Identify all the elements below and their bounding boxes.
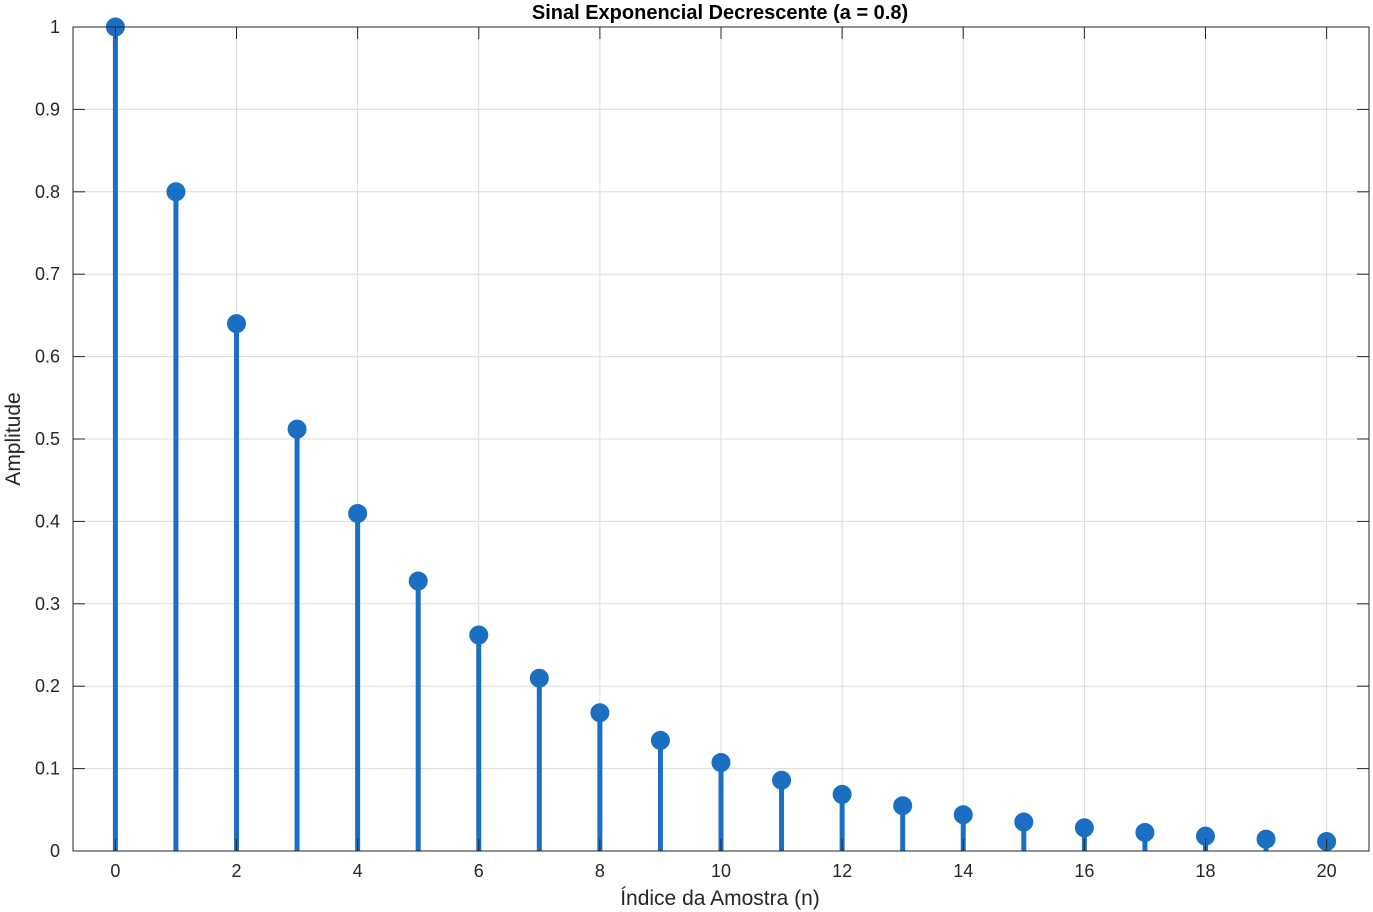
stem-marker bbox=[832, 784, 852, 804]
axis-ticks bbox=[73, 26, 1369, 852]
stem-marker bbox=[953, 805, 973, 825]
x-tick-label: 6 bbox=[474, 861, 484, 881]
stem-marker bbox=[590, 703, 610, 723]
stem-marker bbox=[772, 770, 792, 790]
x-tick-label: 16 bbox=[1074, 861, 1094, 881]
y-tick-label: 0.1 bbox=[35, 759, 60, 779]
x-tick-label: 4 bbox=[353, 861, 363, 881]
x-axis-label: Índice da Amostra (n) bbox=[620, 887, 820, 910]
x-tick-label: 8 bbox=[595, 861, 605, 881]
y-tick-label: 0.5 bbox=[35, 429, 60, 449]
stem-marker bbox=[1014, 812, 1034, 832]
y-tick-label: 0.8 bbox=[35, 182, 60, 202]
y-tick-label: 0.4 bbox=[35, 511, 60, 531]
stem-marker bbox=[287, 419, 307, 439]
x-tick-label: 14 bbox=[953, 861, 973, 881]
y-tick-labels: 0 0.1 0.2 0.3 0.4 0.5 0.6 0.7 0.8 0.9 1 bbox=[35, 17, 60, 861]
stem-marker bbox=[893, 796, 913, 816]
stem-marker bbox=[1135, 822, 1155, 842]
stem-marker bbox=[469, 625, 489, 645]
x-tick-labels: 0 2 4 6 8 10 12 14 16 18 20 bbox=[110, 861, 1336, 881]
grid-lines bbox=[73, 26, 1369, 852]
chart-title: Sinal Exponencial Decrescente (a = 0.8) bbox=[532, 2, 908, 24]
x-tick-label: 10 bbox=[711, 861, 731, 881]
y-axis-label: Amplitude bbox=[2, 392, 25, 485]
stem-marker bbox=[1256, 829, 1276, 849]
stem-marker bbox=[408, 571, 428, 591]
stem-marker bbox=[711, 753, 731, 773]
y-tick-label: 0.6 bbox=[35, 347, 60, 367]
stem-marker bbox=[348, 503, 368, 523]
x-tick-label: 12 bbox=[832, 861, 852, 881]
stem-marker bbox=[227, 314, 247, 334]
stem-marker bbox=[650, 730, 670, 750]
y-tick-label: 0.7 bbox=[35, 264, 60, 284]
y-tick-label: 1 bbox=[50, 17, 60, 37]
x-tick-label: 20 bbox=[1317, 861, 1337, 881]
y-tick-label: 0 bbox=[50, 841, 60, 861]
x-tick-label: 2 bbox=[232, 861, 242, 881]
x-tick-label: 0 bbox=[110, 861, 120, 881]
stem-marker bbox=[1074, 818, 1094, 838]
x-tick-label: 18 bbox=[1195, 861, 1215, 881]
stem-marker bbox=[166, 182, 186, 202]
y-tick-label: 0.9 bbox=[35, 99, 60, 119]
y-tick-label: 0.2 bbox=[35, 676, 60, 696]
y-tick-label: 0.3 bbox=[35, 594, 60, 614]
stem-marker bbox=[529, 668, 549, 688]
